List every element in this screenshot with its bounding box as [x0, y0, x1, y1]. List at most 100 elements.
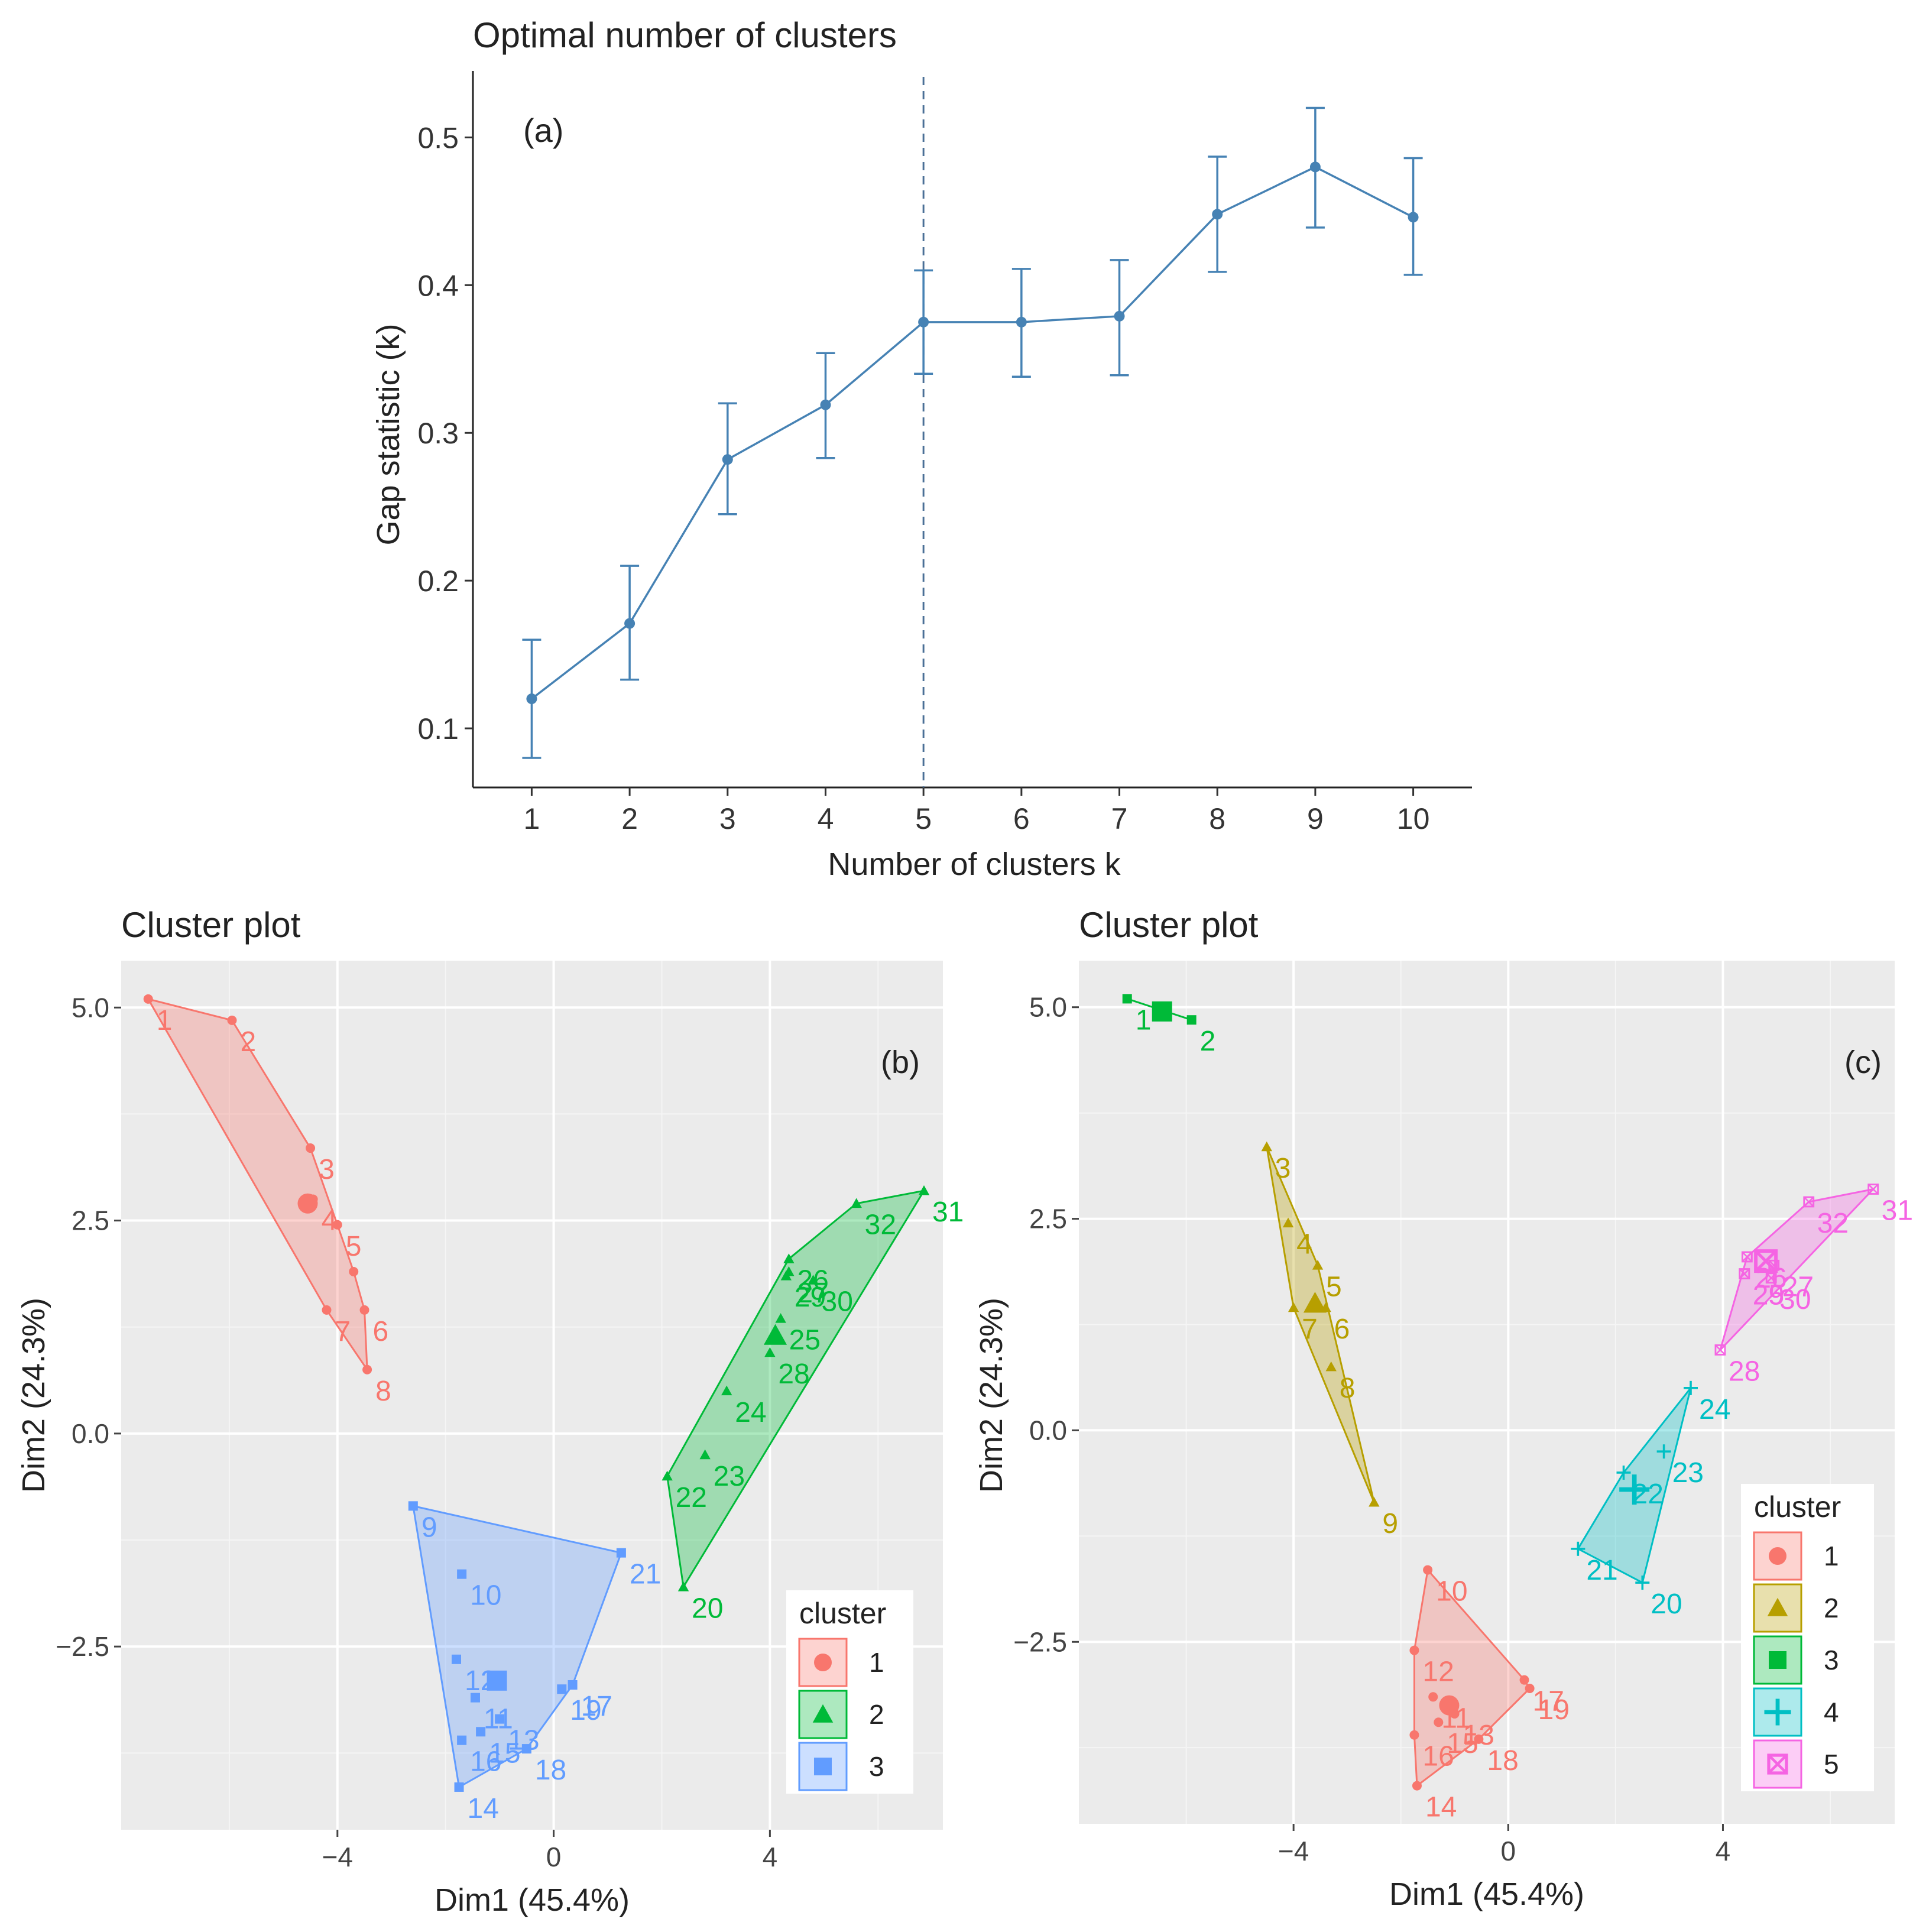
c-point-label: 28: [1729, 1356, 1760, 1387]
b-y-tick-label: −2.5: [56, 1631, 109, 1662]
c-legend-symbol: [1769, 1651, 1786, 1669]
b-point-label: 31: [932, 1197, 964, 1228]
b-point: [780, 1270, 792, 1281]
b-point-label: 17: [581, 1691, 612, 1722]
b-point: [470, 1693, 480, 1703]
c-legend-label: 3: [1824, 1645, 1839, 1675]
b-point: [332, 1220, 342, 1230]
b-legend-background: [786, 1590, 913, 1794]
b-y-tick-label: 5.0: [72, 992, 109, 1023]
c-point-label: 10: [1436, 1576, 1467, 1607]
panel-b-y-axis-label: Dim2 (24.3%): [16, 1298, 51, 1493]
c-point-label: 27: [1782, 1271, 1814, 1302]
c-point: [1867, 1184, 1879, 1195]
b-point: [408, 1501, 418, 1511]
b-point-label: 8: [375, 1376, 391, 1407]
b-cluster-3-center: [487, 1670, 507, 1691]
c-point: [1571, 1541, 1585, 1556]
c-point: [1369, 1496, 1380, 1507]
panel-b-x-axis-label: Dim1 (45.4%): [435, 1882, 630, 1918]
c-point: [1474, 1734, 1484, 1744]
panel-a-x-axis-label: Number of clusters k: [828, 847, 1121, 882]
c-legend-label: 4: [1824, 1697, 1839, 1727]
a-x-tick-label: 5: [915, 802, 932, 835]
c-point-label: 24: [1699, 1394, 1730, 1425]
c-cluster-1-center: [1439, 1695, 1460, 1716]
a-y-tick-label: 0.3: [417, 417, 459, 450]
c-point: [1428, 1692, 1438, 1702]
c-point-label: 16: [1422, 1741, 1454, 1772]
a-x-tick-label: 3: [719, 802, 736, 835]
b-point: [721, 1385, 732, 1396]
b-y-tick-label: 2.5: [72, 1205, 109, 1236]
panel-a-title: Optimal number of clusters: [473, 15, 897, 55]
a-x-tick-label: 2: [621, 802, 638, 835]
c-point-label: 25: [1753, 1280, 1784, 1311]
gap-series-line: [531, 166, 1414, 700]
panel-b-title: Cluster plot: [121, 905, 301, 945]
panel-b-tag: (b): [881, 1045, 920, 1080]
b-point-label: 2: [240, 1026, 256, 1058]
c-cluster-4-center: [1619, 1474, 1650, 1505]
b-point-label: 20: [692, 1593, 723, 1624]
b-legend-symbol: [812, 1704, 834, 1723]
c-point: [1739, 1268, 1750, 1280]
c-legend-symbol: [1767, 1753, 1788, 1775]
c-point-label: 15: [1447, 1728, 1478, 1759]
b-point-label: 23: [714, 1461, 745, 1492]
c-point: [1714, 1344, 1726, 1356]
b-point-label: 22: [676, 1482, 707, 1513]
a-y-tick-label: 0.4: [417, 269, 459, 302]
b-point: [457, 1735, 467, 1745]
c-point-label: 29: [1753, 1280, 1784, 1311]
b-legend-label: 1: [869, 1647, 884, 1678]
c-point-label: 3: [1275, 1153, 1291, 1184]
b-legend-label: 2: [869, 1699, 884, 1730]
c-legend-title: cluster: [1754, 1490, 1841, 1523]
b-point: [918, 1185, 930, 1195]
b-point-label: 29: [795, 1282, 826, 1313]
c-point: [1412, 1781, 1422, 1791]
gap-point: [526, 693, 537, 705]
c-x-tick-label: −4: [1278, 1836, 1309, 1866]
b-point-label: 28: [778, 1359, 809, 1390]
c-cluster-3-center: [1152, 1001, 1172, 1022]
b-point: [495, 1714, 505, 1724]
b-point-label: 9: [421, 1512, 437, 1543]
c-cluster-2-center: [1303, 1292, 1327, 1313]
b-point: [783, 1253, 795, 1263]
c-point-label: 6: [1334, 1314, 1350, 1345]
c-point: [1635, 1576, 1650, 1590]
panel-c-legend: cluster 1 2 3 4 5: [1741, 1484, 1874, 1791]
c-point: [1434, 1717, 1444, 1727]
c-point-label: 5: [1326, 1271, 1342, 1302]
c-point: [1282, 1217, 1294, 1228]
b-point-label: 32: [865, 1210, 896, 1241]
c-legend-symbol: [1767, 1597, 1788, 1616]
a-x-tick-label: 9: [1307, 802, 1324, 835]
b-cluster-1-center: [297, 1193, 318, 1214]
c-point-label: 22: [1632, 1479, 1664, 1510]
b-point: [451, 1654, 461, 1664]
a-y-tick-label: 0.1: [417, 712, 459, 745]
panel-a-y-axis-label: Gap statistic (k): [371, 323, 406, 545]
b-point: [476, 1727, 486, 1737]
b-point-label: 19: [570, 1695, 601, 1726]
c-point-label: 12: [1422, 1657, 1454, 1688]
b-point: [764, 1347, 776, 1357]
c-point: [1325, 1361, 1337, 1372]
c-point: [1519, 1675, 1529, 1685]
b-point-label: 18: [535, 1755, 566, 1786]
gap-point: [820, 399, 831, 410]
b-point-label: 15: [489, 1737, 520, 1769]
c-legend-label: 5: [1824, 1749, 1839, 1779]
c-point: [1616, 1465, 1631, 1480]
c-point-label: 9: [1382, 1508, 1398, 1539]
panel-a-tag: (a): [523, 112, 563, 149]
cluster-plot-c-panel: Cluster plot −404−2.50.02.55.0 101112131…: [974, 905, 1913, 1912]
c-legend-symbol: [1769, 1547, 1786, 1565]
c-point: [1656, 1444, 1671, 1459]
b-point: [454, 1782, 464, 1792]
b-point: [662, 1470, 673, 1481]
c-point-label: 30: [1779, 1284, 1811, 1315]
